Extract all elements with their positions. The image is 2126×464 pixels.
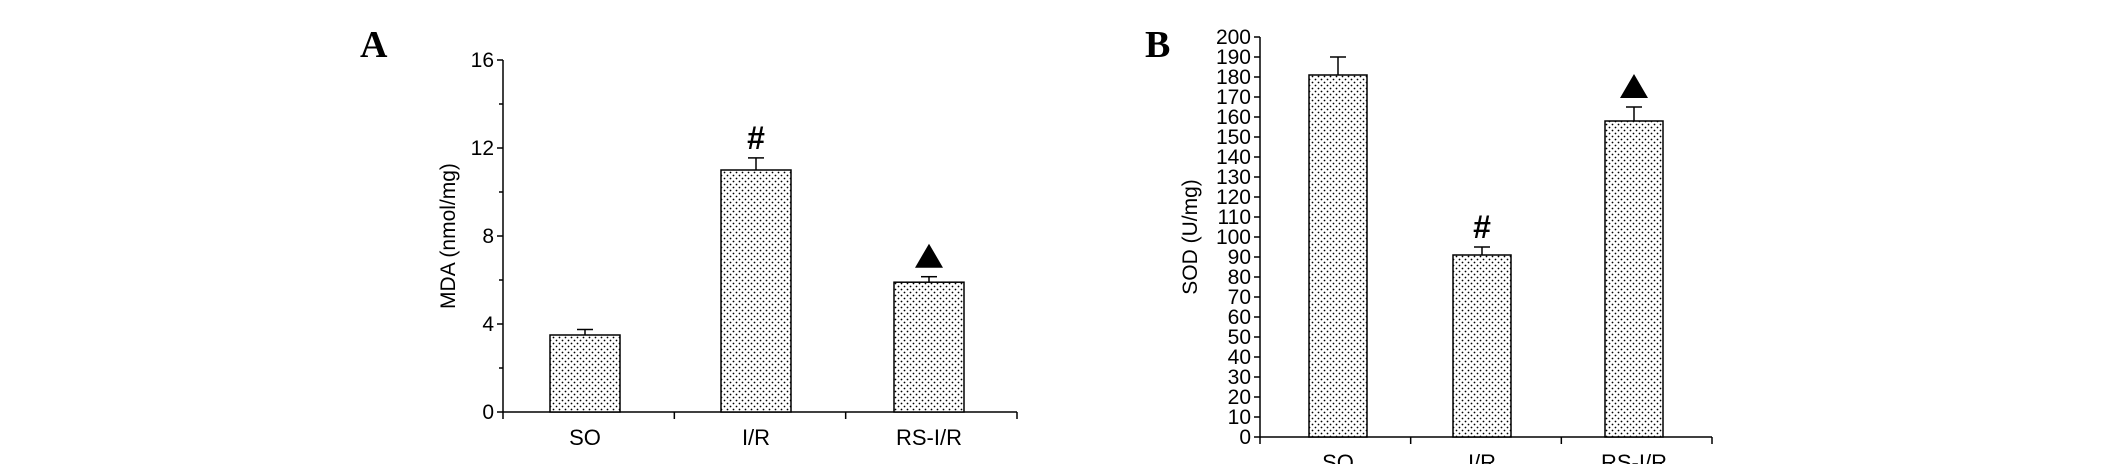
y-axis-title: MDA (nmol/mg) xyxy=(437,163,460,309)
y-tick-label: 4 xyxy=(482,313,494,336)
chart-panel-a: A 0 4 8 12 16 MDA (nmol/mg) SO # I/R RS-I/R xyxy=(360,24,1018,450)
y-tick-label: 8 xyxy=(482,225,494,248)
y-tick-label: 110 xyxy=(1218,206,1251,229)
y-tick-label: 170 xyxy=(1216,86,1251,109)
y-tick-label: 70 xyxy=(1228,286,1251,309)
y-tick-label: 80 xyxy=(1228,266,1251,289)
bar-i-r xyxy=(1452,254,1512,438)
significance-triangle xyxy=(915,243,943,268)
y-tick-label: 140 xyxy=(1216,146,1251,169)
y-tick-label: 100 xyxy=(1216,226,1251,249)
bar-so xyxy=(1308,74,1368,438)
y-tick-label: 160 xyxy=(1216,106,1251,129)
y-tick-label: 30 xyxy=(1228,366,1251,389)
y-tick-label: 150 xyxy=(1216,126,1251,149)
x-category-label: I/R xyxy=(1468,450,1496,464)
y-tick-label: 180 xyxy=(1216,66,1251,89)
y-tick-label: 40 xyxy=(1228,346,1251,369)
panel-letter: A xyxy=(360,24,388,66)
panel-letter: B xyxy=(1145,24,1170,66)
significance-mark: # xyxy=(1473,209,1491,245)
y-tick-label: 90 xyxy=(1228,246,1251,269)
bar-i-r xyxy=(720,169,792,413)
y-tick-label: 130 xyxy=(1216,166,1251,189)
x-category-label: RS-I/R xyxy=(1601,450,1667,464)
y-tick-label: 20 xyxy=(1228,386,1251,409)
bar-rs-i-r xyxy=(893,281,965,413)
significance-mark: # xyxy=(747,120,765,156)
bar-rs-i-r xyxy=(1604,120,1664,438)
y-tick-label: 200 xyxy=(1216,26,1251,49)
y-tick-label: 120 xyxy=(1216,186,1251,209)
significance-triangle xyxy=(1620,74,1648,98)
x-category-label: SO xyxy=(569,425,601,450)
y-tick-label: 0 xyxy=(1239,426,1251,449)
y-tick-label: 12 xyxy=(471,137,494,160)
x-category-label: RS-I/R xyxy=(896,425,962,450)
y-tick-label: 10 xyxy=(1228,406,1251,429)
y-tick-label: 60 xyxy=(1228,306,1251,329)
x-category-label: I/R xyxy=(742,425,770,450)
x-category-label: SO xyxy=(1322,450,1354,464)
y-tick-label: 50 xyxy=(1228,326,1251,349)
y-tick-label: 0 xyxy=(482,401,494,424)
y-axis-title: SOD (U/mg) xyxy=(1179,179,1202,295)
bar-so xyxy=(549,334,621,413)
y-tick-label: 16 xyxy=(471,49,494,72)
y-tick-label: 190 xyxy=(1216,46,1251,69)
chart-panel-b: B 010203040506070809010011012013014015016… xyxy=(1145,24,1713,464)
